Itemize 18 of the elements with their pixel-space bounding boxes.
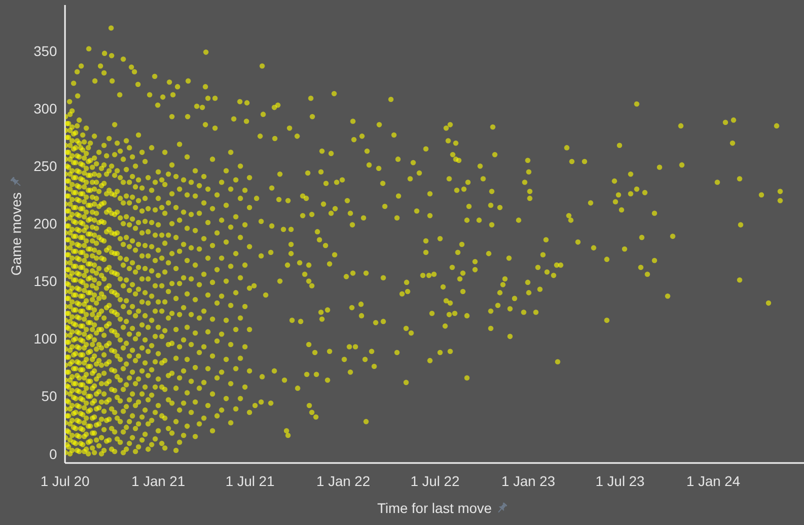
x-axis-title: Time for last move: [377, 500, 492, 516]
y-tick-label: 50: [41, 388, 58, 404]
y-tick-label: 250: [34, 158, 58, 174]
x-tick-label: 1 Jul 21: [225, 472, 275, 489]
x-tick-label: 1 Jan 23: [501, 472, 556, 489]
y-tick-label: 0: [49, 446, 58, 462]
y-tick-label: 350: [34, 43, 58, 59]
y-tick-label: 100: [34, 330, 58, 347]
y-tick-label: 200: [34, 216, 58, 232]
x-tick-label: 1 Jan 21: [131, 472, 186, 489]
x-tick-label: 1 Jul 22: [410, 472, 460, 489]
x-tick-label: 1 Jan 24: [686, 472, 740, 489]
y-tick-label: 300: [34, 100, 58, 117]
y-axis-title: Game moves: [8, 192, 24, 276]
x-tick-label: 1 Jan 22: [316, 472, 370, 489]
y-tick-label: 150: [34, 273, 58, 290]
x-tick-label: 1 Jul 20: [40, 472, 90, 489]
x-tick-label: 1 Jul 23: [595, 472, 645, 489]
